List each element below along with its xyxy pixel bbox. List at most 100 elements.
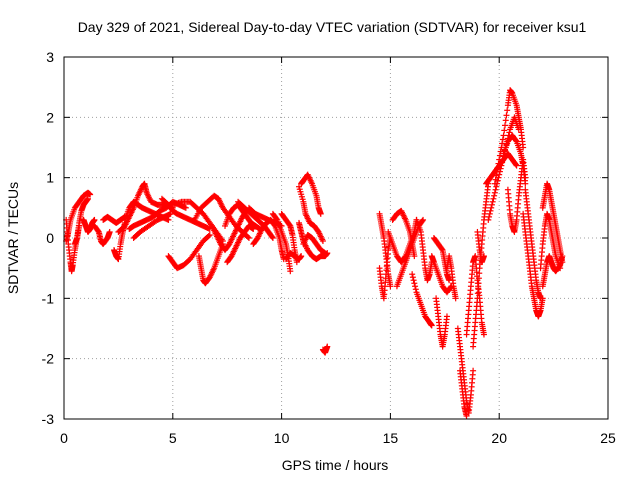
data-point [492, 186, 499, 193]
data-point [499, 136, 506, 143]
data-point [319, 238, 326, 245]
x-tick-label: 5 [169, 430, 177, 446]
data-point [409, 274, 416, 281]
data-point [420, 216, 427, 223]
data-point [452, 295, 459, 302]
data-point [87, 191, 94, 198]
data-point [499, 140, 506, 147]
data-point [411, 253, 418, 260]
data-point [273, 215, 280, 222]
data-point [269, 233, 276, 240]
data-point [412, 283, 419, 290]
data-point [490, 195, 497, 202]
data-point [474, 295, 481, 302]
data-point [476, 270, 483, 277]
data-point [269, 235, 276, 241]
data-point [463, 412, 470, 419]
data-point [500, 132, 507, 139]
data-point [317, 210, 324, 217]
data-point [493, 183, 500, 190]
data-point [495, 160, 502, 167]
data-point [411, 280, 418, 287]
data-point [496, 152, 503, 159]
data-point [504, 107, 511, 114]
x-tick-label: 25 [600, 430, 616, 446]
x-tick-label: 15 [383, 430, 399, 446]
x-tick-label: 0 [60, 430, 68, 446]
data-point [493, 172, 500, 179]
data-point [322, 250, 329, 257]
data-point [91, 216, 98, 223]
data-point [559, 259, 566, 266]
data-point [271, 221, 278, 228]
data-point [499, 159, 506, 166]
data-point [287, 268, 294, 275]
data-point [494, 164, 501, 171]
data-point [438, 246, 445, 253]
data-point [488, 201, 495, 208]
data-point [492, 176, 499, 183]
data-point [489, 198, 496, 205]
data-point [512, 137, 519, 144]
data-point [502, 122, 509, 129]
data-point [513, 162, 520, 169]
data-point [512, 161, 519, 168]
y-tick-label: 0 [46, 230, 54, 246]
data-point [475, 275, 482, 282]
data-point [470, 367, 477, 374]
data-point [106, 228, 113, 235]
data-point [496, 156, 503, 163]
y-tick-label: 2 [46, 109, 54, 125]
data-point [487, 207, 494, 214]
data-point [522, 180, 529, 187]
y-axis-label: SDTVAR / TECUs [5, 182, 21, 294]
data-point [205, 232, 212, 239]
data-point [387, 283, 394, 290]
data-point [522, 174, 529, 181]
data-point [324, 343, 331, 350]
data-point [485, 216, 492, 223]
data-point [501, 127, 508, 134]
data-point [480, 331, 487, 338]
data-point [486, 213, 493, 220]
data-point [409, 271, 416, 278]
data-point [412, 286, 419, 293]
data-point [244, 233, 251, 240]
data-point [419, 217, 426, 224]
data-point [491, 180, 498, 187]
data-point [475, 285, 482, 292]
plot-frame [63, 56, 609, 420]
data-point [497, 165, 504, 172]
data-point [206, 231, 213, 238]
data-point [502, 117, 509, 124]
x-axis-label: GPS time / hours [282, 457, 389, 473]
axis-ticks: 0 5 10 15 20 25 -3 -2 -1 0 1 2 3 [42, 49, 616, 446]
data-point [488, 204, 495, 211]
data-point [84, 195, 91, 202]
data-point [506, 129, 513, 136]
data-point [428, 322, 435, 329]
data-point [491, 192, 498, 199]
data-point [447, 284, 454, 291]
y-tick-label: 3 [46, 49, 54, 65]
y-tick-label: 1 [46, 170, 54, 186]
data-point [537, 295, 544, 302]
data-point [165, 216, 172, 223]
data-point [245, 235, 252, 241]
data-point [486, 210, 493, 217]
data-point [503, 112, 510, 119]
data-point [474, 290, 481, 297]
data-point [410, 277, 417, 284]
y-tick-label: -1 [42, 290, 55, 306]
y-tick-label: -2 [42, 351, 55, 367]
y-tick-label: -3 [42, 411, 55, 427]
data-point [298, 253, 305, 260]
data-point [250, 225, 257, 232]
data-point [494, 168, 501, 175]
data-point [182, 204, 189, 211]
x-tick-label: 10 [274, 430, 290, 446]
chart-title: Day 329 of 2021, Sidereal Day-to-day VTE… [78, 19, 587, 35]
data-point [443, 313, 450, 320]
data-point [491, 189, 498, 196]
